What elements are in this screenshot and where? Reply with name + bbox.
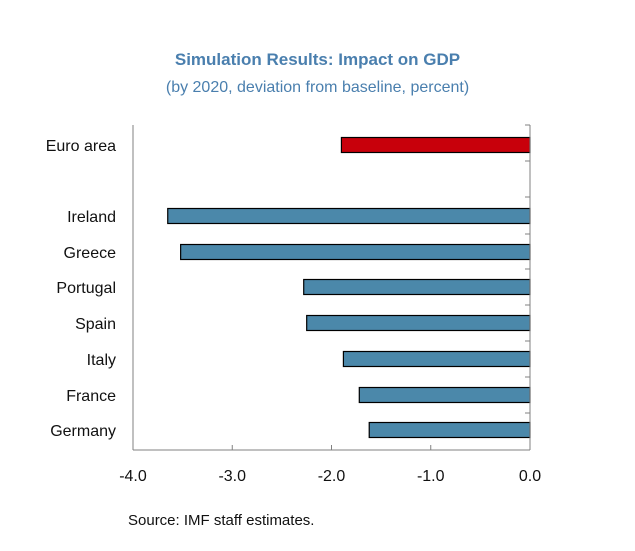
chart-title: Simulation Results: Impact on GDP <box>174 50 461 69</box>
category-label-greece: Greece <box>64 245 117 262</box>
category-label-france: France <box>66 388 116 405</box>
x-axis <box>132 124 531 451</box>
bar-france <box>358 386 531 404</box>
bar-greece <box>180 243 531 261</box>
x-tick-label: -1.0 <box>417 468 445 485</box>
x-tick-labels: -4.0 -3.0 -2.0 -1.0 0.0 <box>119 468 541 485</box>
x-tick-label: -3.0 <box>218 468 246 485</box>
category-label-germany: Germany <box>50 423 116 440</box>
bars-group <box>167 136 531 439</box>
bar-italy <box>342 350 531 368</box>
category-label-spain: Spain <box>75 316 116 333</box>
category-label-italy: Italy <box>87 352 116 369</box>
category-label-portugal: Portugal <box>56 280 116 297</box>
bar-portugal <box>303 278 531 296</box>
bar-euro-area <box>340 136 531 154</box>
bar-germany <box>368 421 531 439</box>
category-label-ireland: Ireland <box>67 209 116 226</box>
chart-source: Source: IMF staff estimates. <box>128 512 315 529</box>
category-labels: Euro area Ireland Greece Portugal Spain Italy… <box>46 138 116 440</box>
chart-subtitle: (by 2020, deviation from baseline, perce… <box>165 79 470 96</box>
category-label-euro-area: Euro area <box>46 138 116 155</box>
x-tick-label: -2.0 <box>318 468 346 485</box>
x-tick-label: 0.0 <box>519 468 541 485</box>
bar-spain <box>306 314 531 332</box>
x-tick-label: -4.0 <box>119 468 147 485</box>
bar-ireland <box>167 207 531 225</box>
